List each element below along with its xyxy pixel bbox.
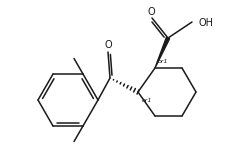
Text: O: O (104, 40, 111, 50)
Text: OH: OH (198, 18, 213, 28)
Text: or1: or1 (157, 59, 168, 64)
Text: or1: or1 (141, 98, 152, 103)
Text: O: O (147, 7, 154, 17)
Polygon shape (154, 37, 169, 68)
